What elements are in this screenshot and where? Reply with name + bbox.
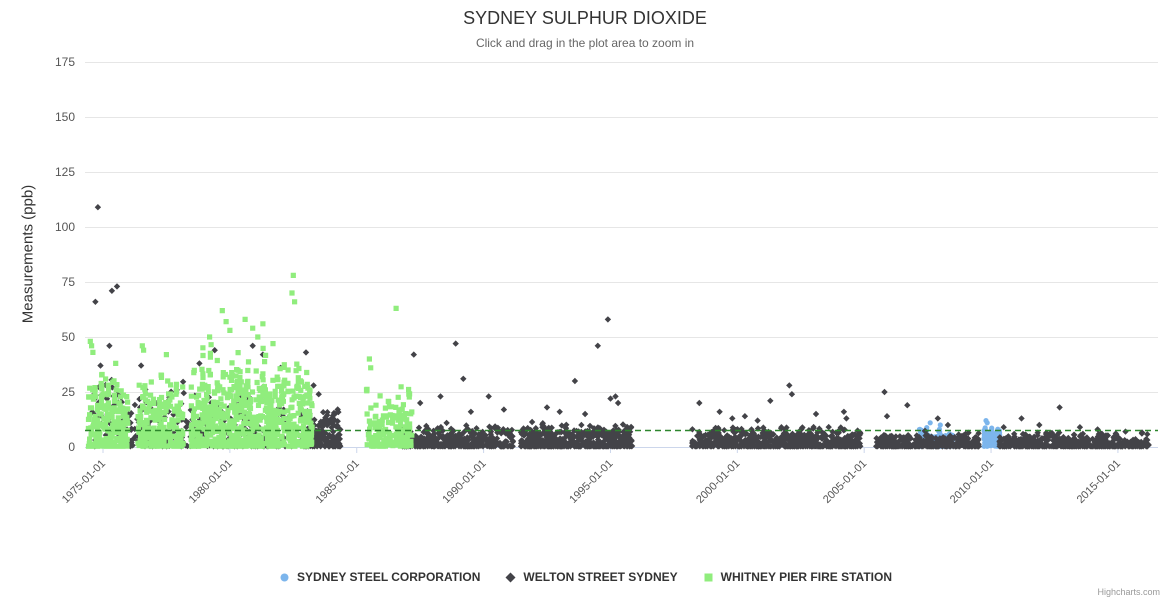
x-axis-label: 2010-01-01 — [948, 458, 996, 506]
x-axis-label: 2015-01-01 — [1075, 458, 1123, 506]
series-whitney-pier-fire-station[interactable] — [85, 272, 415, 449]
y-axis-label: 75 — [62, 275, 76, 289]
legend-label: WHITNEY PIER FIRE STATION — [720, 570, 892, 584]
chart-title: SYDNEY SULPHUR DIOXIDE — [463, 8, 707, 28]
x-axis-label: 1995-01-01 — [567, 458, 615, 506]
y-axis-label: 0 — [68, 440, 75, 454]
chart-subtitle: Click and drag in the plot area to zoom … — [475, 36, 695, 50]
x-axis-label: 2005-01-01 — [821, 458, 869, 506]
legend-marker-diamond-icon — [505, 572, 516, 582]
x-axis-label: 1990-01-01 — [440, 458, 488, 506]
x-axis-label: 1975-01-01 — [60, 458, 108, 506]
legend-item-welton-street-sydney[interactable]: WELTON STREET SYDNEY — [504, 570, 678, 584]
y-axis-label: 150 — [55, 110, 75, 124]
legend-item-sydney-steel-corporation[interactable]: SYDNEY STEEL CORPORATION — [278, 570, 480, 584]
legend-marker-circle-icon — [280, 573, 289, 581]
x-axis-label: 1985-01-01 — [314, 458, 362, 506]
legend-label: SYDNEY STEEL CORPORATION — [297, 570, 481, 584]
x-axis-label: 2000-01-01 — [694, 458, 742, 506]
legend: SYDNEY STEEL CORPORATION WELTON STREET SY… — [0, 570, 1170, 584]
credits-link[interactable]: Highcharts.com — [1097, 587, 1160, 597]
legend-item-whitney-pier-fire-station[interactable]: WHITNEY PIER FIRE STATION — [702, 570, 892, 584]
y-axis-label: 50 — [62, 330, 76, 344]
y-axis-label: 25 — [62, 385, 76, 399]
legend-marker-square-icon — [704, 573, 713, 581]
y-axis-label: 175 — [55, 55, 75, 69]
y-axis-label: 125 — [55, 165, 75, 179]
legend-label: WELTON STREET SYDNEY — [523, 570, 678, 584]
x-axis-label: 1980-01-01 — [187, 458, 235, 506]
y-axis-label: 100 — [55, 220, 75, 234]
